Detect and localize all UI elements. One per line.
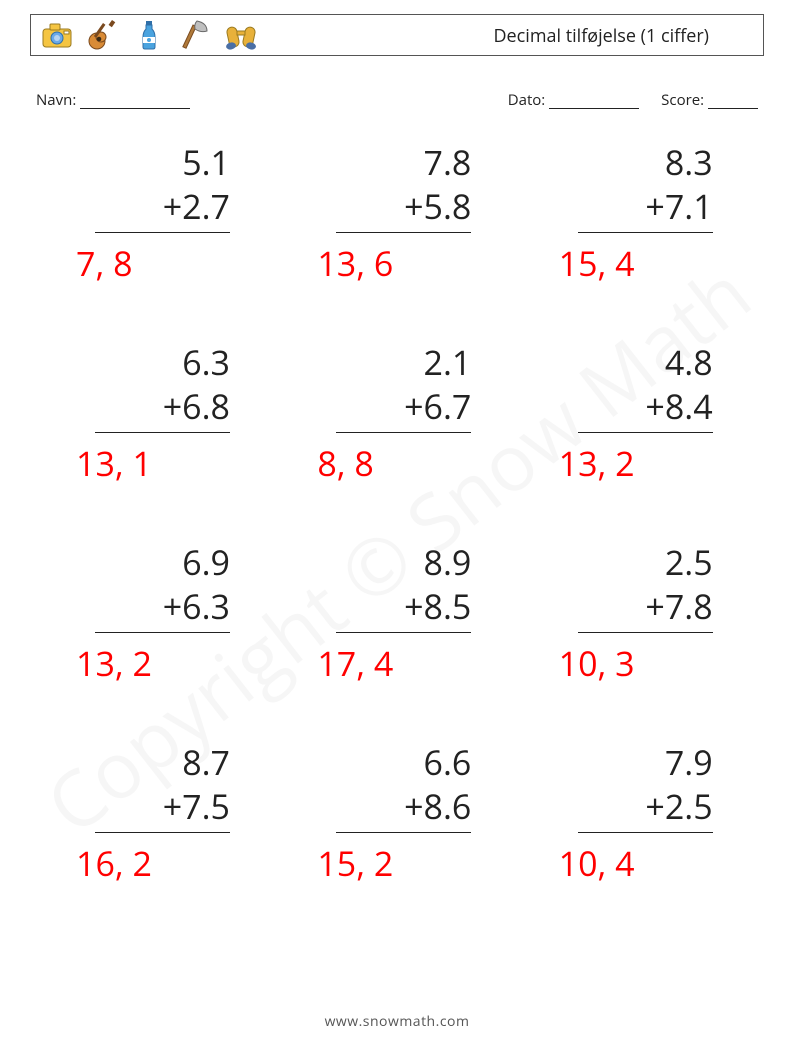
- operand-bottom: +2.5: [593, 784, 713, 828]
- problem: 7.9+2.5 10, 4: [533, 740, 744, 890]
- guitar-icon: [87, 18, 119, 52]
- operand-bottom: +7.8: [593, 584, 713, 628]
- problem-stack: 8.3+7.1: [593, 140, 713, 228]
- problem: 6.9+6.3 13, 2: [50, 540, 261, 690]
- operand-top: 2.5: [593, 540, 713, 584]
- operand-bottom: +5.8: [351, 184, 471, 228]
- name-field: Navn:: [36, 90, 190, 110]
- header-icons: [41, 18, 257, 52]
- answer: 10, 3: [559, 640, 635, 686]
- problem-stack: 8.7+7.5: [110, 740, 230, 828]
- binoculars-icon: [225, 18, 257, 52]
- problem-stack: 4.8+8.4: [593, 340, 713, 428]
- operand-top: 8.9: [351, 540, 471, 584]
- worksheet-title: Decimal tilføjelse (1 ciffer): [494, 24, 710, 48]
- answer: 10, 4: [559, 840, 635, 886]
- problem: 8.9+8.5 17, 4: [291, 540, 502, 690]
- problem: 2.5+7.8 10, 3: [533, 540, 744, 690]
- answer: 13, 2: [76, 640, 152, 686]
- operand-bottom: +8.6: [351, 784, 471, 828]
- camera-icon: [41, 18, 73, 52]
- sum-rule: [578, 432, 713, 433]
- problem-stack: 7.9+2.5: [593, 740, 713, 828]
- name-label: Navn:: [36, 90, 76, 110]
- problem: 7.8+5.8 13, 6: [291, 140, 502, 290]
- sum-rule: [336, 632, 471, 633]
- problem-stack: 6.9+6.3: [110, 540, 230, 628]
- sum-rule: [578, 632, 713, 633]
- operand-top: 6.9: [110, 540, 230, 584]
- problem-stack: 5.1+2.7: [110, 140, 230, 228]
- problem-stack: 8.9+8.5: [351, 540, 471, 628]
- operand-top: 4.8: [593, 340, 713, 384]
- answer: 8, 8: [317, 440, 374, 486]
- problem: 2.1+6.7 8, 8: [291, 340, 502, 490]
- operand-bottom: +7.1: [593, 184, 713, 228]
- operand-bottom: +8.4: [593, 384, 713, 428]
- sum-rule: [95, 232, 230, 233]
- operand-top: 6.6: [351, 740, 471, 784]
- problem-stack: 2.5+7.8: [593, 540, 713, 628]
- sum-rule: [578, 232, 713, 233]
- sum-rule: [336, 232, 471, 233]
- footer-url: www.snowmath.com: [0, 1012, 794, 1031]
- answer: 15, 2: [317, 840, 393, 886]
- name-blank: [80, 108, 190, 109]
- problem-stack: 6.3+6.8: [110, 340, 230, 428]
- date-blank: [549, 108, 639, 109]
- problem: 6.6+8.6 15, 2: [291, 740, 502, 890]
- sum-rule: [336, 432, 471, 433]
- score-field: Score:: [661, 90, 758, 110]
- date-label: Dato:: [508, 90, 546, 110]
- score-label: Score:: [661, 90, 704, 110]
- sum-rule: [578, 832, 713, 833]
- operand-top: 7.9: [593, 740, 713, 784]
- score-blank: [708, 108, 758, 109]
- sum-rule: [95, 832, 230, 833]
- problem: 8.3+7.1 15, 4: [533, 140, 744, 290]
- problem-stack: 6.6+8.6: [351, 740, 471, 828]
- operand-bottom: +6.7: [351, 384, 471, 428]
- problem: 4.8+8.4 13, 2: [533, 340, 744, 490]
- bottle-icon: [133, 18, 165, 52]
- sum-rule: [95, 432, 230, 433]
- problem: 5.1+2.7 7, 8: [50, 140, 261, 290]
- operand-bottom: +6.3: [110, 584, 230, 628]
- problem: 8.7+7.5 16, 2: [50, 740, 261, 890]
- answer: 13, 1: [76, 440, 152, 486]
- answer: 7, 8: [76, 240, 133, 286]
- problem-stack: 2.1+6.7: [351, 340, 471, 428]
- sum-rule: [95, 632, 230, 633]
- answer: 17, 4: [317, 640, 393, 686]
- operand-top: 5.1: [110, 140, 230, 184]
- operand-bottom: +8.5: [351, 584, 471, 628]
- operand-top: 2.1: [351, 340, 471, 384]
- operand-top: 7.8: [351, 140, 471, 184]
- date-field: Dato:: [508, 90, 639, 110]
- axe-icon: [179, 18, 211, 52]
- answer: 15, 4: [559, 240, 635, 286]
- operand-bottom: +2.7: [110, 184, 230, 228]
- worksheet-page: Copyright © Snow Math: [0, 0, 794, 1053]
- problem-stack: 7.8+5.8: [351, 140, 471, 228]
- operand-top: 8.7: [110, 740, 230, 784]
- answer: 13, 2: [559, 440, 635, 486]
- header-box: Decimal tilføjelse (1 ciffer): [30, 14, 764, 56]
- operand-top: 6.3: [110, 340, 230, 384]
- sum-rule: [336, 832, 471, 833]
- operand-bottom: +6.8: [110, 384, 230, 428]
- answer: 16, 2: [76, 840, 152, 886]
- operand-top: 8.3: [593, 140, 713, 184]
- problems-grid: 5.1+2.77, 87.8+5.813, 68.3+7.115, 46.3+6…: [50, 140, 744, 890]
- answer: 13, 6: [317, 240, 393, 286]
- problem: 6.3+6.8 13, 1: [50, 340, 261, 490]
- operand-bottom: +7.5: [110, 784, 230, 828]
